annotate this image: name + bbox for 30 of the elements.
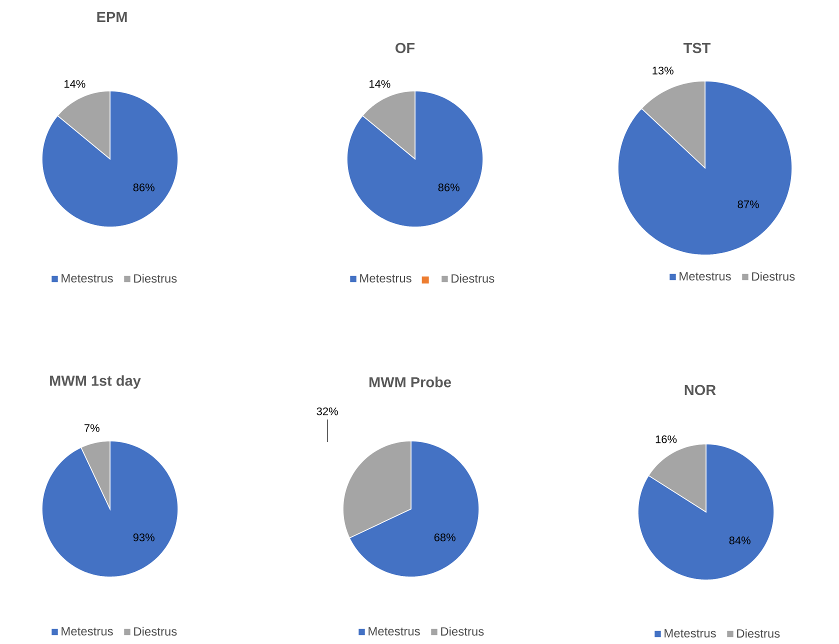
legend-label: Diestrus [752, 272, 795, 281]
data-label: 87% [738, 200, 759, 208]
chart-title: MWM Probe [369, 376, 451, 388]
chart-title: TST [683, 42, 711, 54]
legend-label: Metestrus [62, 274, 113, 282]
data-label: 68% [434, 534, 456, 542]
legend-label: Metestrus [62, 627, 113, 636]
legend-label: Diestrus [737, 628, 780, 638]
legend-label: Diestrus [134, 626, 177, 636]
legend-label: Diestrus [134, 274, 177, 283]
legend-label: Metestrus [680, 272, 731, 280]
legend-label: Diestrus [441, 626, 484, 636]
chart-title: EPM [97, 12, 127, 22]
data-label: 16% [656, 435, 677, 444]
data-label: 14% [64, 80, 86, 88]
data-label: 32% [316, 407, 338, 416]
data-label: 13% [652, 66, 674, 74]
legend-label: Metestrus [360, 274, 412, 282]
chart-title: OF [396, 42, 415, 54]
chart-title: NOR [684, 384, 716, 396]
data-label: 86% [438, 184, 460, 192]
data-label: 14% [370, 80, 390, 88]
data-label: 84% [729, 536, 750, 544]
data-label: 86% [133, 184, 154, 192]
chart-title: MWM 1st day [50, 375, 141, 389]
data-label: 7% [84, 424, 100, 432]
legend-label: Metestrus [368, 627, 420, 636]
data-label: 93% [133, 534, 154, 542]
legend-label: Diestrus [452, 274, 494, 283]
legend-label: Metestrus [664, 629, 716, 638]
